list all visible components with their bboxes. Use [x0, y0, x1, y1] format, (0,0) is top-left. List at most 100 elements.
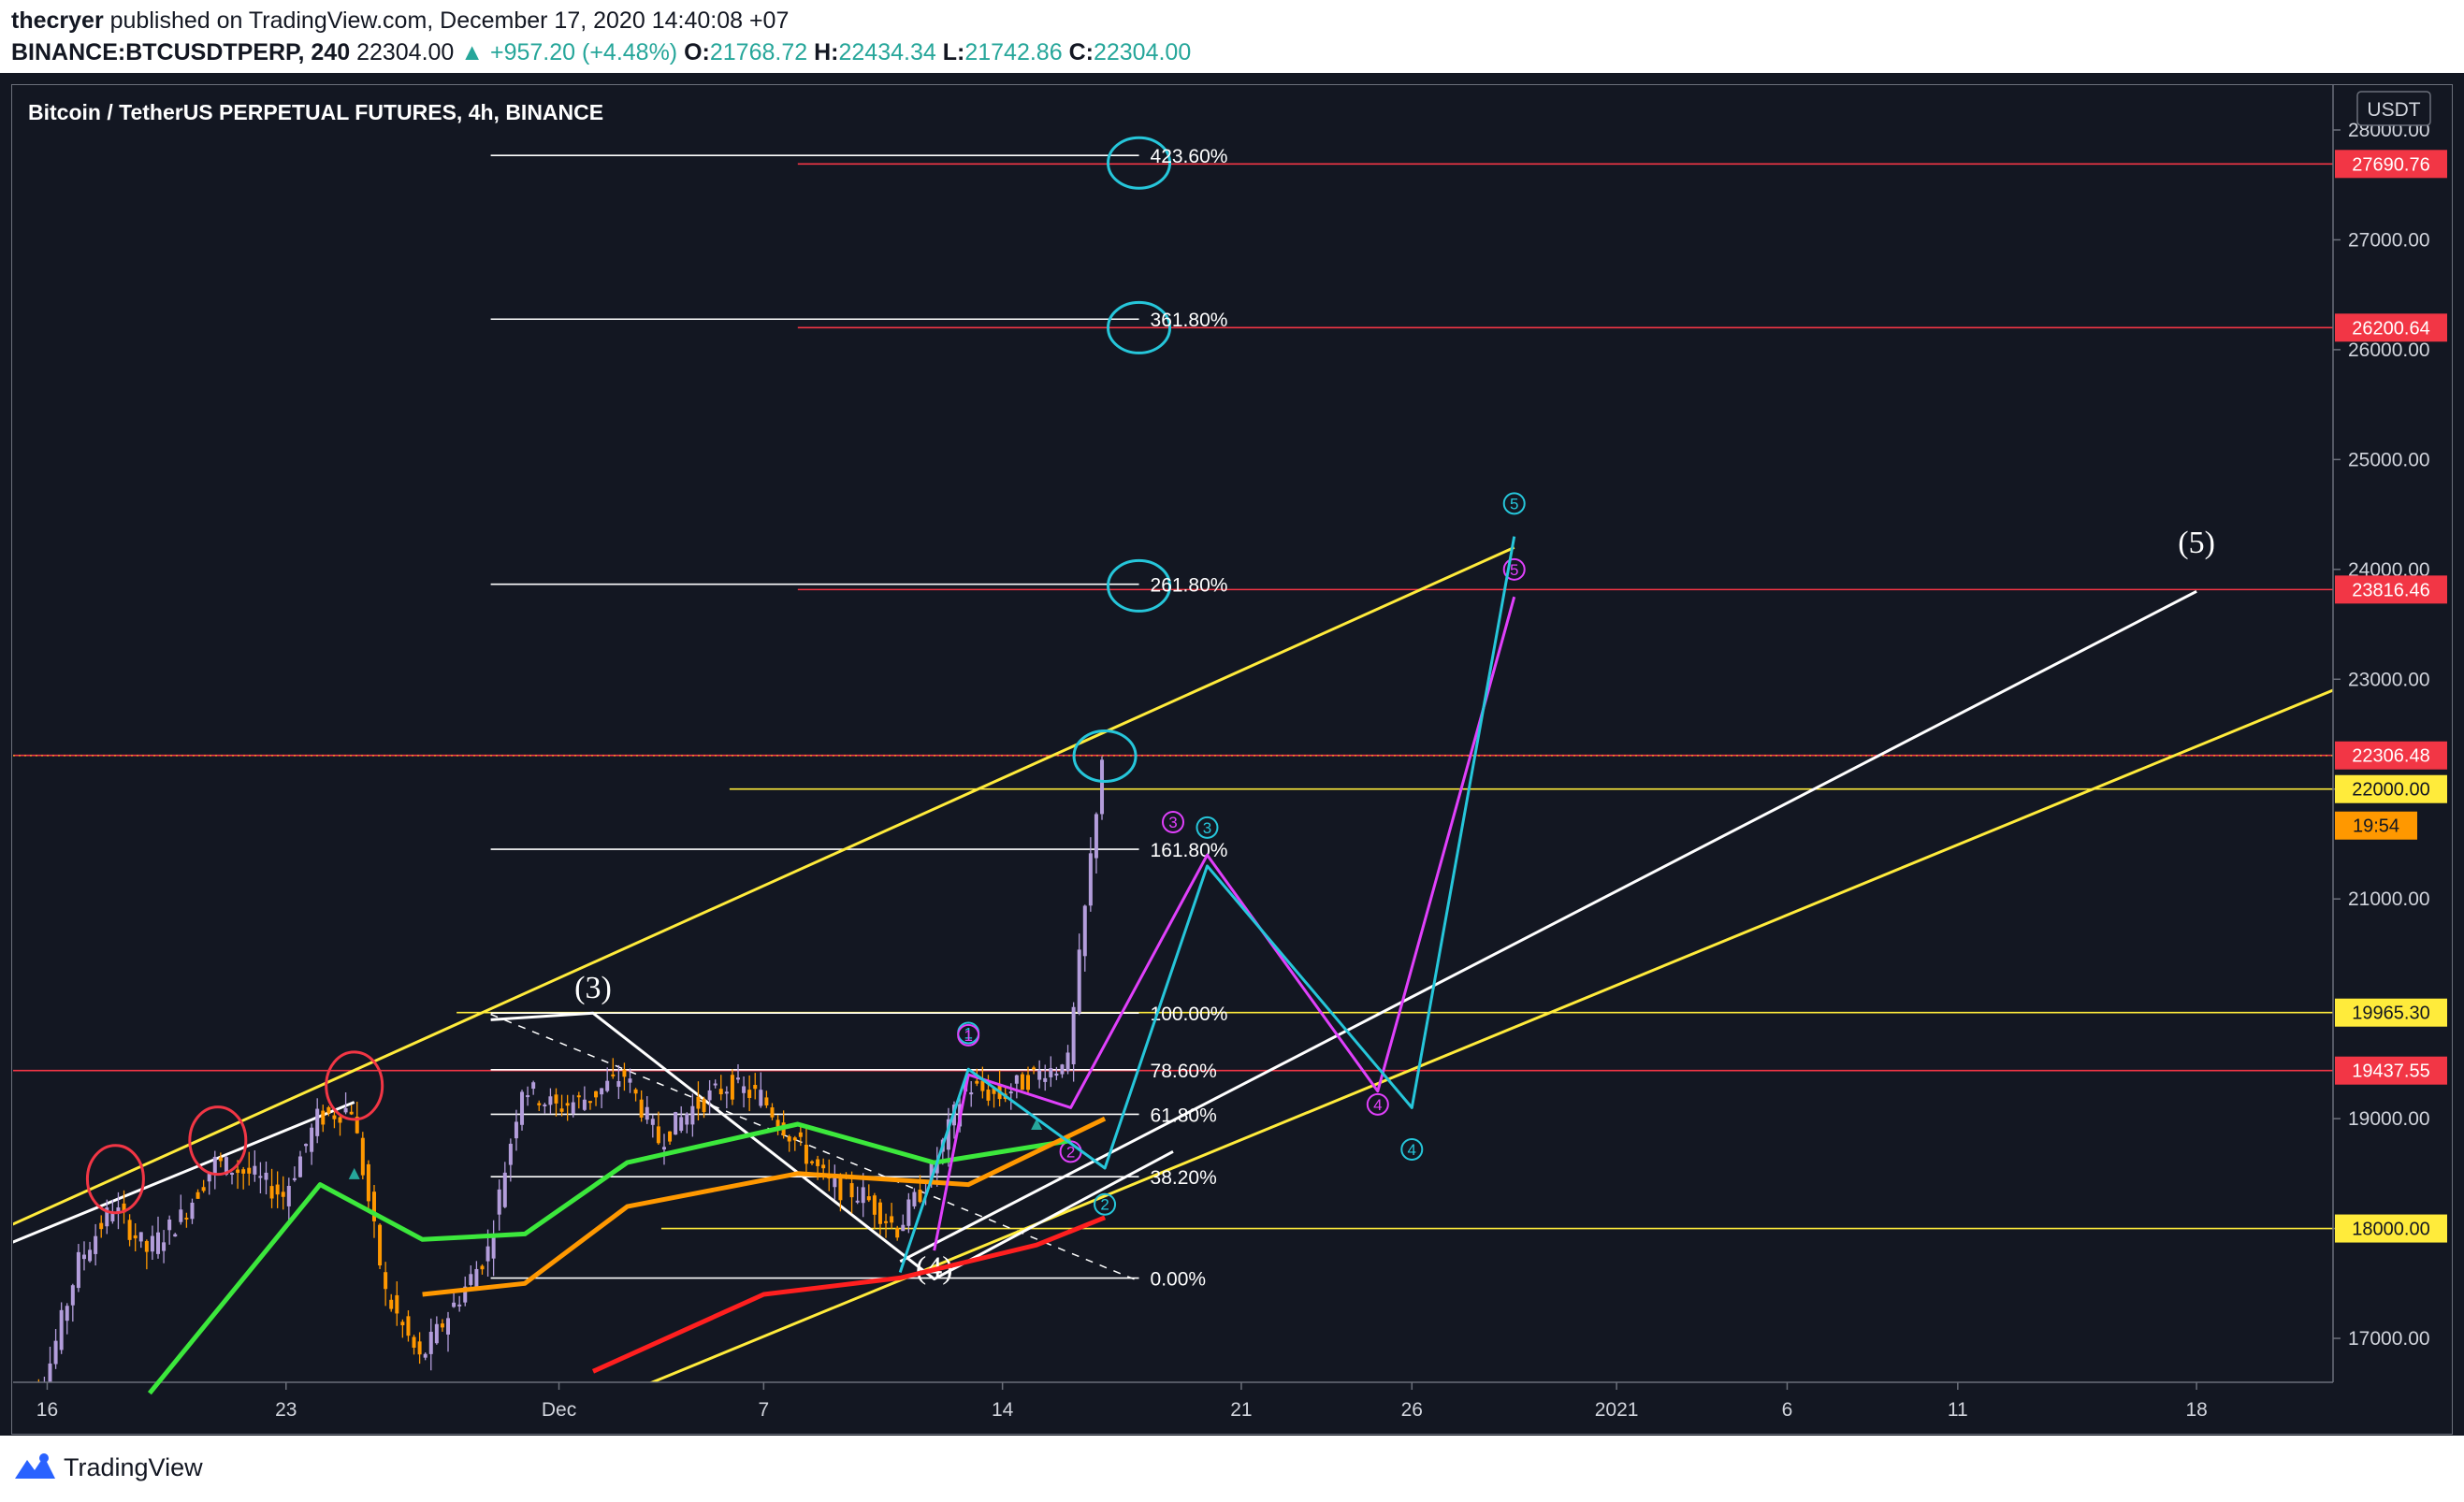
candle-body: [269, 1186, 274, 1199]
published-text: published on TradingView.com, December 1…: [109, 7, 790, 34]
symbol-label: BINANCE:BTCUSDTPERP, 240: [11, 39, 351, 65]
candle-body: [76, 1251, 80, 1289]
candle-body: [833, 1177, 837, 1188]
candle-body: [502, 1172, 507, 1207]
price-label-badge: [2335, 150, 2447, 179]
x-tick-label: 7: [759, 1399, 770, 1421]
candle-body: [975, 1080, 979, 1084]
tradingview-brand[interactable]: TradingView: [64, 1453, 203, 1481]
candle-body: [184, 1217, 189, 1220]
chart-frame: [11, 84, 2453, 1435]
candle-body: [207, 1174, 211, 1182]
candle-body: [212, 1156, 217, 1174]
candle-body: [600, 1088, 604, 1095]
candle-body: [696, 1096, 701, 1109]
candle-body: [935, 1161, 939, 1174]
candle-body: [395, 1294, 399, 1314]
candle-body: [1060, 1064, 1065, 1075]
y-tick-label: 26000.00: [2348, 339, 2430, 361]
candle-body: [775, 1119, 780, 1127]
wave-count-label: 3: [1203, 819, 1211, 837]
price-label-text: 22306.48: [2352, 746, 2429, 767]
target-circle: [1107, 300, 1172, 354]
candle-body: [849, 1183, 854, 1198]
ema-red-line: [591, 1215, 1107, 1374]
candle-body: [810, 1161, 815, 1163]
candle-body: [531, 1082, 536, 1090]
fib-level-label: 361.80%: [1151, 310, 1228, 331]
wave-count-label: 3: [1168, 814, 1177, 831]
wave-count-label: 4: [1408, 1141, 1416, 1159]
candle-body: [452, 1302, 457, 1307]
fib-level-label: 100.00%: [1151, 1004, 1228, 1025]
candle-body: [724, 1091, 729, 1094]
open-value: 21768.72: [709, 39, 808, 65]
candle-body: [906, 1199, 911, 1226]
candle-body: [321, 1110, 326, 1125]
candle-body: [872, 1195, 877, 1215]
candle-body: [548, 1096, 553, 1105]
ema-green-line: [147, 1121, 1071, 1395]
candle-body: [1100, 759, 1105, 815]
candle-body: [1032, 1067, 1036, 1070]
candle-body: [554, 1094, 558, 1104]
candle-body: [264, 1172, 268, 1180]
target-circle: [85, 1144, 145, 1215]
candle-body: [14, 1408, 18, 1416]
candle-body: [713, 1083, 717, 1086]
candle-body: [469, 1274, 473, 1285]
tradingview-logo-icon[interactable]: [11, 1451, 58, 1482]
candle-body: [537, 1103, 542, 1105]
candle-body: [514, 1121, 518, 1139]
y-tick-label: 24000.00: [2348, 559, 2430, 581]
candle-body: [286, 1186, 291, 1206]
price-label-text: 27690.76: [2352, 154, 2429, 175]
y-tick-label: 19000.00: [2348, 1108, 2430, 1130]
candle-body: [674, 1112, 678, 1135]
candle-body: [201, 1187, 206, 1191]
wave-label: (5): [2178, 526, 2215, 560]
wave-count-label: 5: [1510, 495, 1518, 513]
candle-body: [133, 1235, 138, 1239]
candle-body: [162, 1242, 167, 1251]
candle-body: [463, 1286, 468, 1303]
currency-label: USDT: [2367, 99, 2420, 121]
candle-body: [1014, 1075, 1019, 1084]
candle-body: [1037, 1070, 1042, 1080]
price-label-badge: [2335, 774, 2447, 803]
candle-body: [520, 1091, 525, 1125]
candle-body: [366, 1163, 370, 1202]
candle-body: [582, 1099, 587, 1110]
countdown-text: 19:54: [2353, 816, 2399, 837]
candle-body: [241, 1169, 246, 1174]
candle-body: [486, 1246, 490, 1262]
publisher-line: thecryer published on TradingView.com, D…: [11, 7, 789, 35]
candle-body: [565, 1103, 570, 1106]
candle-body: [36, 1389, 40, 1395]
wave-count-label: 2: [1066, 1143, 1075, 1161]
candle-body: [992, 1088, 996, 1094]
candle-body: [792, 1137, 797, 1141]
candle-body: [417, 1341, 422, 1355]
author-name[interactable]: thecryer: [11, 7, 104, 34]
candle-body: [526, 1095, 530, 1098]
candle-body: [718, 1089, 723, 1095]
candle-body: [99, 1222, 104, 1230]
candle-body: [633, 1089, 638, 1094]
x-tick-label: Dec: [542, 1399, 576, 1421]
candle-body: [20, 1404, 23, 1411]
candle-body: [980, 1080, 985, 1091]
candle-body: [105, 1207, 109, 1227]
candle-body: [798, 1132, 803, 1137]
candle-body: [70, 1285, 75, 1306]
candle-body: [127, 1220, 132, 1240]
upper-channel-line: [13, 545, 1515, 1226]
wave-count-circle: [1162, 810, 1184, 833]
candle-body: [384, 1272, 388, 1290]
target-circle: [1072, 729, 1138, 783]
candle-body: [770, 1107, 775, 1118]
candle-body: [661, 1147, 666, 1150]
fib-level-label: 38.20%: [1151, 1167, 1217, 1189]
candle-body: [685, 1113, 689, 1125]
